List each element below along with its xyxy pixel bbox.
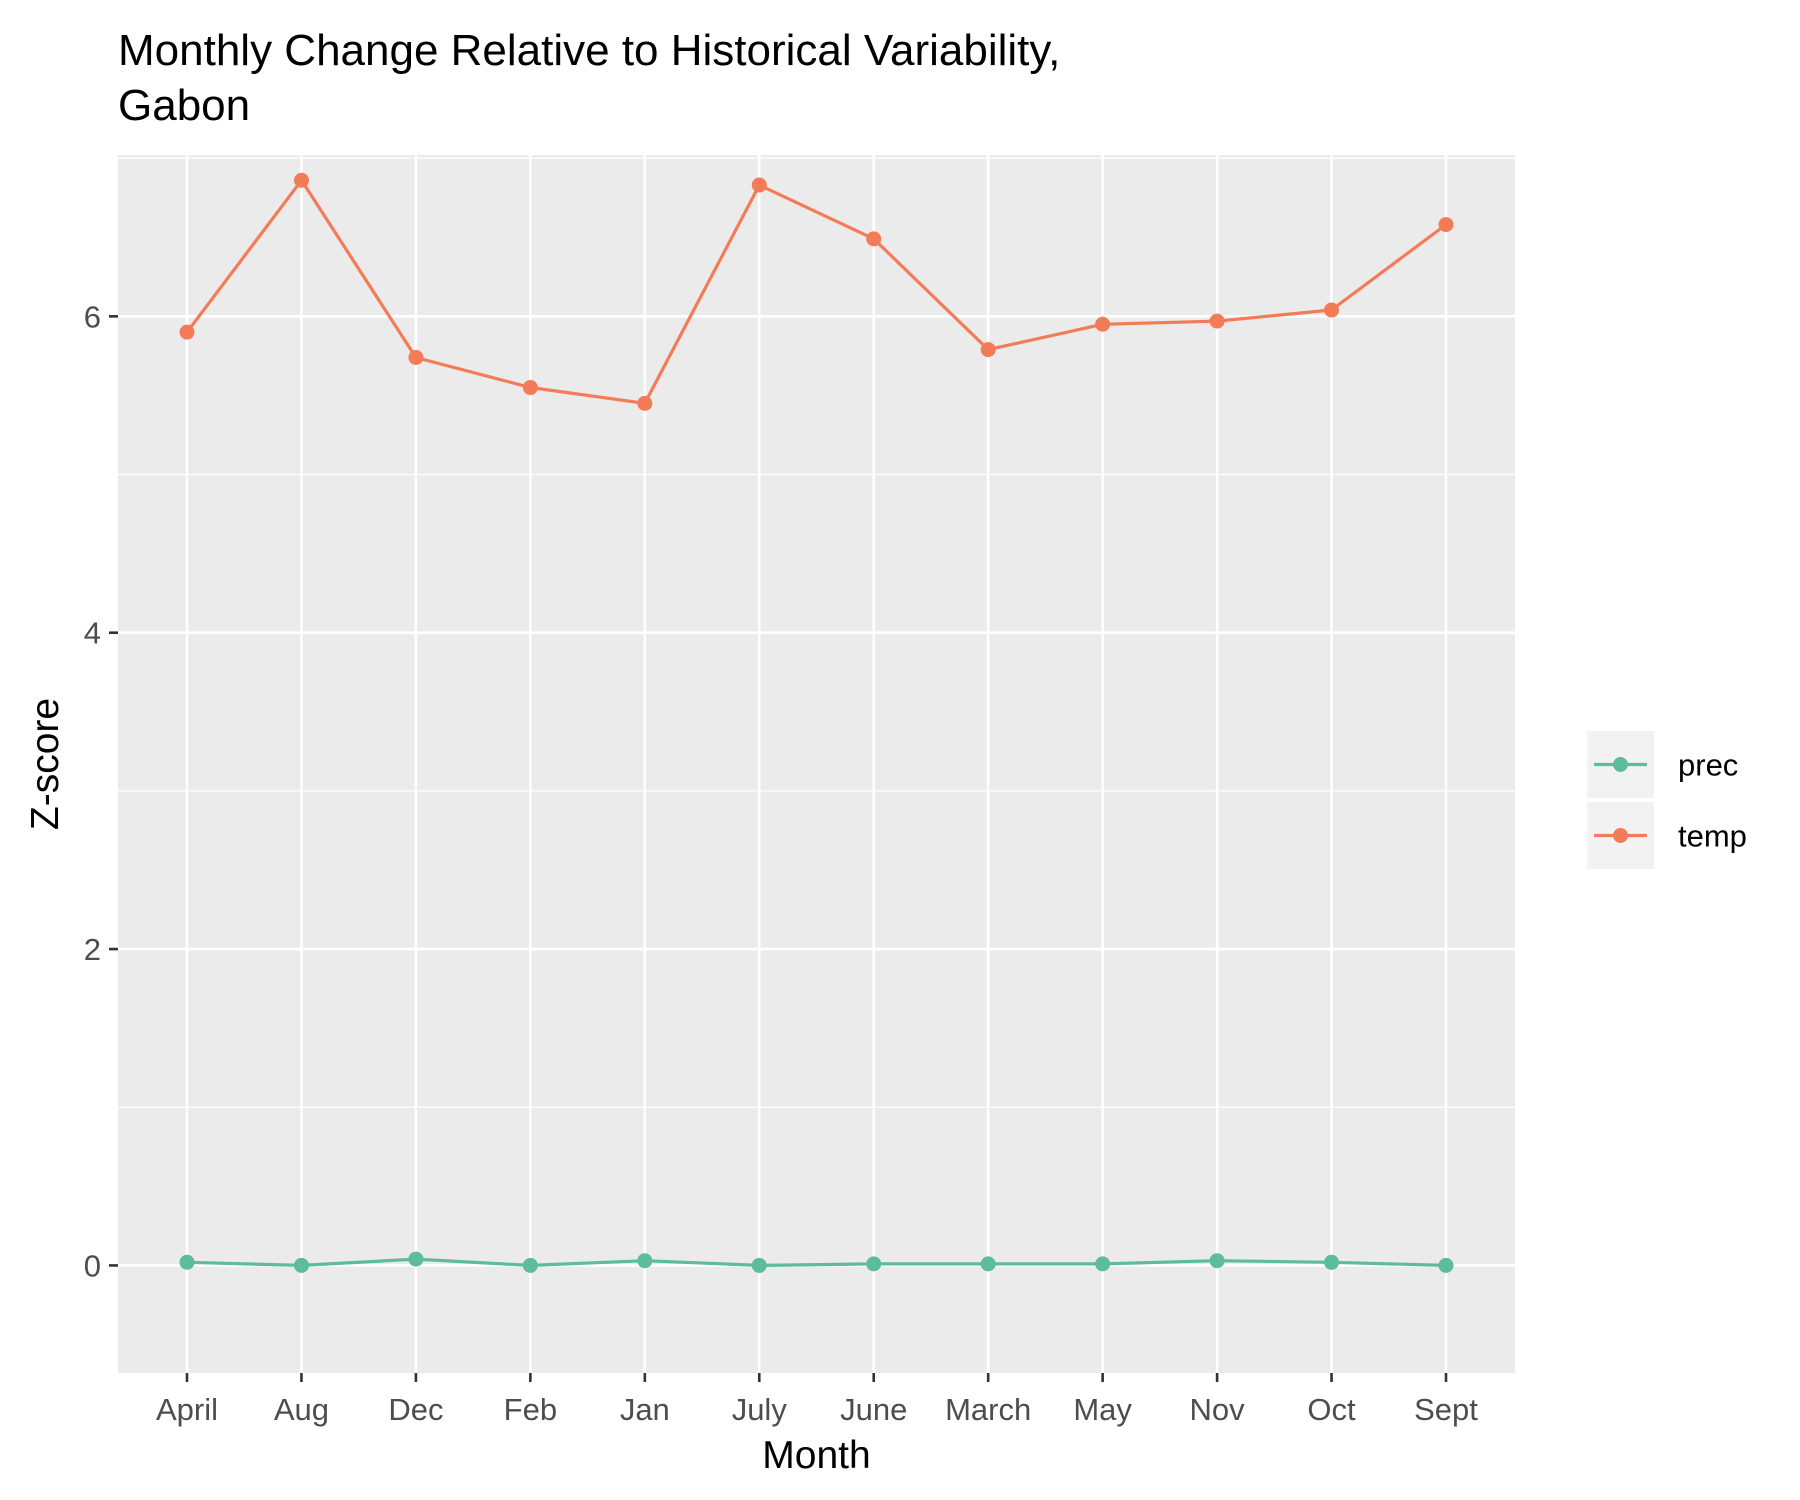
legend-label: temp (1678, 819, 1747, 854)
x-tick-label: Oct (1307, 1392, 1356, 1427)
plot-panel (118, 155, 1515, 1373)
legend-key-point (1613, 828, 1628, 843)
x-tick-label: March (945, 1392, 1031, 1427)
chart-title-line-2: Gabon (118, 81, 250, 130)
data-point-temp (1209, 313, 1225, 329)
data-point-temp (637, 395, 653, 411)
data-point-temp (293, 172, 309, 188)
x-tick-label: Nov (1190, 1392, 1246, 1427)
data-point-prec (866, 1256, 882, 1272)
data-point-prec (179, 1254, 195, 1270)
legend-item-prec: prec (1587, 731, 1738, 798)
data-point-prec (751, 1257, 767, 1273)
x-tick-label: Jan (620, 1392, 670, 1427)
data-point-prec (522, 1257, 538, 1273)
data-point-temp (522, 380, 538, 396)
data-point-temp (179, 324, 195, 340)
data-point-prec (1324, 1254, 1340, 1270)
legend: prec temp (1587, 731, 1747, 869)
x-tick-label: April (156, 1392, 218, 1427)
x-axis-title: Month (762, 1434, 870, 1477)
y-tick-label: 4 (84, 616, 101, 651)
data-point-prec (980, 1256, 996, 1272)
data-point-prec (293, 1257, 309, 1273)
legend-label: prec (1678, 748, 1738, 783)
x-tick-label: May (1073, 1392, 1132, 1427)
data-point-prec (1209, 1253, 1225, 1269)
data-point-temp (866, 231, 882, 247)
x-tick-label: Aug (274, 1392, 329, 1427)
data-point-temp (1324, 302, 1340, 318)
chart-title-line-1: Monthly Change Relative to Historical Va… (118, 26, 1060, 75)
data-point-temp (1438, 217, 1454, 233)
y-tick-label: 0 (84, 1248, 101, 1283)
y-axis-title: Z-score (24, 698, 67, 830)
x-tick-label: Dec (388, 1392, 443, 1427)
data-point-prec (637, 1253, 653, 1269)
data-point-temp (980, 342, 996, 358)
data-point-prec (408, 1251, 424, 1267)
x-tick-label: July (732, 1392, 788, 1427)
series-temp (179, 172, 1454, 411)
series-prec (179, 1251, 1454, 1273)
legend-key-point (1613, 757, 1628, 772)
series-line-temp (185, 178, 1447, 405)
series-line-prec (186, 1257, 1447, 1268)
x-tick-label: June (840, 1392, 907, 1427)
x-tick-label: Sept (1414, 1392, 1478, 1427)
legend-item-temp: temp (1587, 802, 1747, 869)
x-tick-label: Feb (504, 1392, 557, 1427)
data-point-prec (1438, 1257, 1454, 1273)
data-point-temp (1095, 316, 1111, 332)
series-layer (179, 172, 1454, 1273)
y-tick-label: 2 (84, 932, 101, 967)
y-tick-label: 6 (84, 299, 101, 334)
minor-gridlines (118, 157, 1515, 1108)
y-axis: 0 2 4 6 (84, 299, 118, 1283)
data-point-prec (1095, 1256, 1111, 1272)
data-point-temp (751, 177, 767, 193)
x-axis: April Aug Dec Feb Jan July June March May Nov Oct S… (156, 1373, 1478, 1427)
data-point-temp (408, 349, 424, 365)
